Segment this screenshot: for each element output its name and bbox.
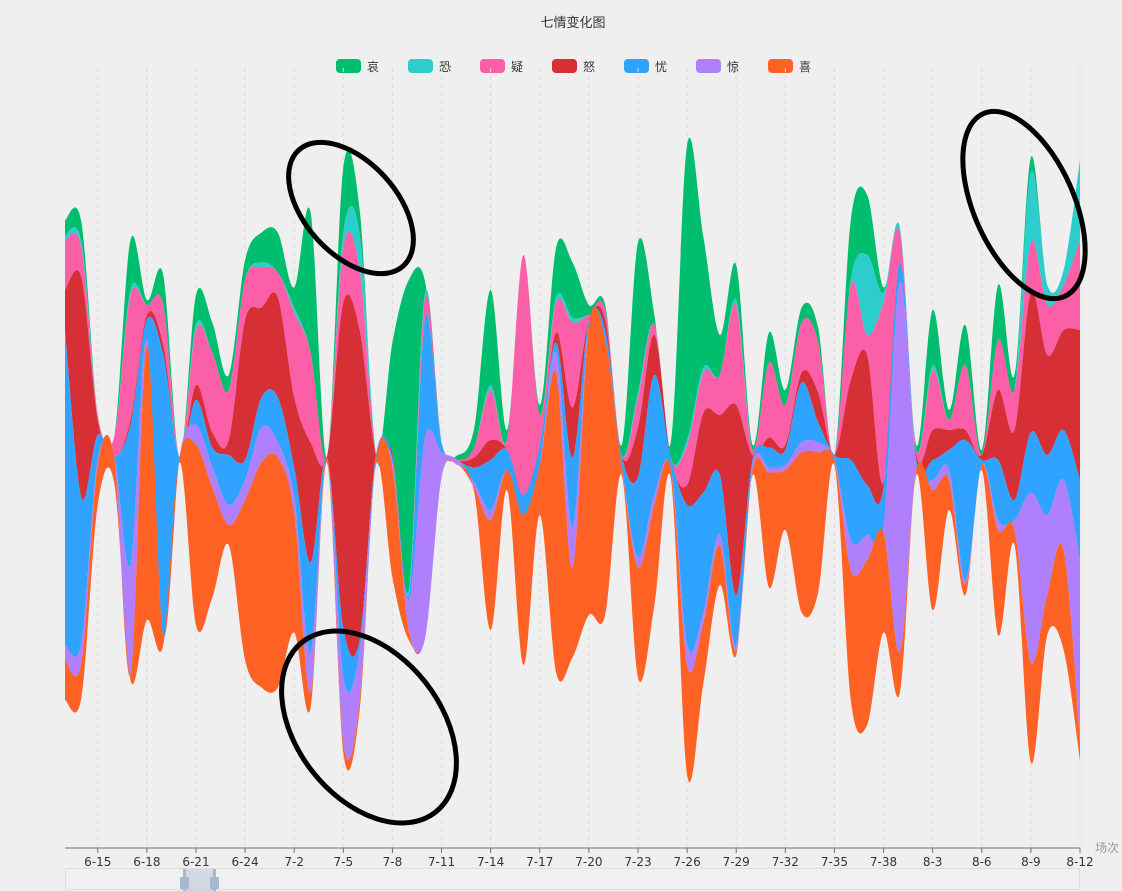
annotation-circle <box>960 108 1088 302</box>
stream-layer-3[interactable] <box>65 262 1080 657</box>
x-tick-label: 7-20 <box>575 855 602 869</box>
x-tick-label: 7-32 <box>772 855 799 869</box>
annotation-circle <box>279 628 459 826</box>
x-tick-label: 8-12 <box>1066 855 1093 869</box>
stream-layer-6[interactable] <box>65 306 1080 783</box>
x-tick-label: 7-29 <box>723 855 750 869</box>
stream-layer-2[interactable] <box>65 227 1080 599</box>
x-tick-label: 6-21 <box>182 855 209 869</box>
legend-item[interactable]: 哀 <box>336 58 379 74</box>
annotation-circles <box>279 108 1088 826</box>
x-tick-label: 7-38 <box>870 855 897 869</box>
stream-layer-4[interactable] <box>65 262 1080 693</box>
legend-label: 哀 <box>367 59 380 74</box>
x-tick-label: 8-6 <box>972 855 992 869</box>
legend-swatch <box>696 59 721 73</box>
x-tick-label: 7-23 <box>624 855 651 869</box>
legend-swatch <box>768 59 793 73</box>
x-tick-label: 6-15 <box>84 855 111 869</box>
legend-swatch <box>408 59 433 73</box>
x-tick-label: 7-14 <box>477 855 504 869</box>
x-tick-label: 7-8 <box>383 855 403 869</box>
legend-label: 忧 <box>655 59 668 74</box>
x-tick-label: 6-18 <box>133 855 160 869</box>
legend-label: 怒 <box>583 59 596 74</box>
data-zoom-end-handle[interactable] <box>210 869 220 891</box>
legend-item[interactable]: 疑 <box>480 58 523 74</box>
legend-swatch <box>480 59 505 73</box>
x-tick-label: 7-26 <box>673 855 700 869</box>
x-tick-label: 7-11 <box>428 855 455 869</box>
legend-swatch <box>552 59 577 73</box>
legend-item[interactable]: 喜 <box>768 58 811 74</box>
x-tick-label: 7-17 <box>526 855 553 869</box>
data-zoom-start-handle[interactable] <box>179 869 189 891</box>
legend-swatch <box>624 59 649 73</box>
stream-layers <box>65 137 1080 783</box>
x-axis-name: 场次 <box>1095 841 1120 855</box>
x-axis: 6-15 6-18 6-21 6-24 7-2 7-5 7-8 7-11 7-14 7-17 7-2… <box>65 847 1094 869</box>
chart-title: 七情变化图 <box>540 16 606 31</box>
legend-label: 喜 <box>799 59 812 74</box>
x-tick-label: 8-3 <box>923 855 943 869</box>
x-tick-label: 7-2 <box>284 855 304 869</box>
x-tick-label: 8-9 <box>1021 855 1041 869</box>
x-tick-label: 7-5 <box>334 855 354 869</box>
annotation-circle <box>286 139 416 277</box>
data-zoom-window[interactable] <box>179 869 220 891</box>
legend-swatch <box>336 59 361 73</box>
legend-item[interactable]: 忧 <box>624 58 667 74</box>
x-tick-label: 7-35 <box>821 855 848 869</box>
legend-item[interactable]: 怒 <box>552 58 595 74</box>
legend-label: 疑 <box>511 59 524 74</box>
x-tick-label: 6-24 <box>231 855 258 869</box>
